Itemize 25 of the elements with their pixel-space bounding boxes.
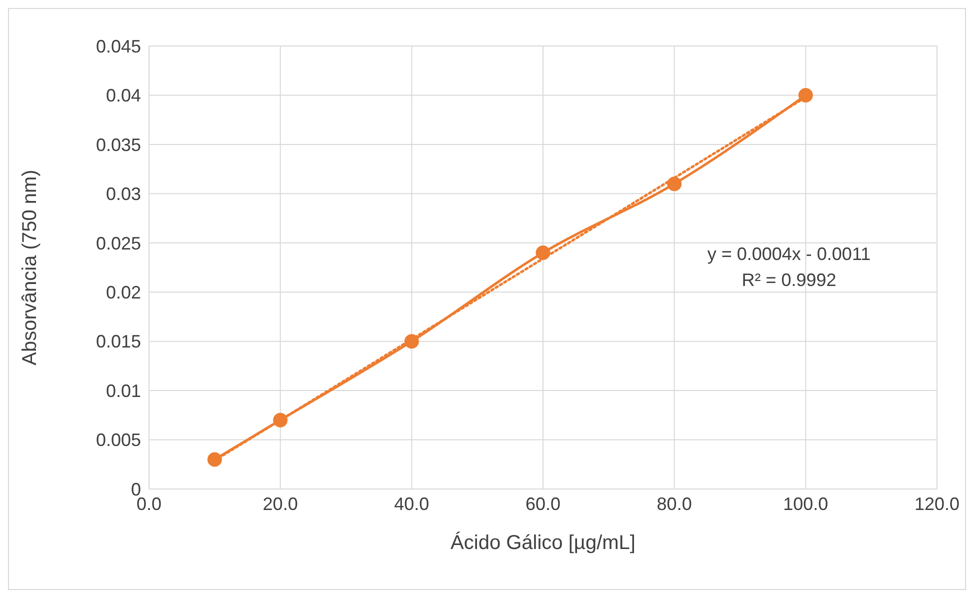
y-tick-label: 0.01: [106, 380, 141, 401]
y-tick-label: 0.035: [96, 134, 141, 155]
point: [667, 176, 682, 192]
x-tick-label: 40.0: [394, 494, 430, 514]
x-tick-label: 20.0: [262, 494, 298, 514]
annotation: y = 0.0004x - 0.0011: [706, 243, 872, 266]
y-tick-label: 0.025: [96, 233, 141, 254]
point: [404, 334, 419, 349]
x-tick-label: 100.0: [783, 494, 828, 514]
x-tick-label: 120.0: [914, 494, 960, 514]
y-tick-label: 0.045: [96, 36, 141, 56]
point: [536, 245, 550, 260]
y-tick-label: 0.03: [106, 184, 141, 204]
annotation: R² = 0.9992: [740, 269, 838, 292]
x-axis-title: Ácido Gálico [µg/mL]: [450, 531, 636, 554]
point: [273, 412, 288, 428]
y-tick-label: 0.005: [96, 430, 141, 450]
y-axis-title: Absorvância (750 nm): [19, 170, 42, 366]
x-tick-label: 80.0: [656, 494, 692, 514]
y-tick-label: 0.015: [96, 332, 141, 352]
y-tick-label: 0.02: [106, 282, 141, 302]
y-tick-label: 0.04: [106, 86, 141, 106]
point: [207, 452, 222, 467]
point: [798, 88, 813, 102]
x-tick-label: 60.0: [525, 494, 561, 514]
